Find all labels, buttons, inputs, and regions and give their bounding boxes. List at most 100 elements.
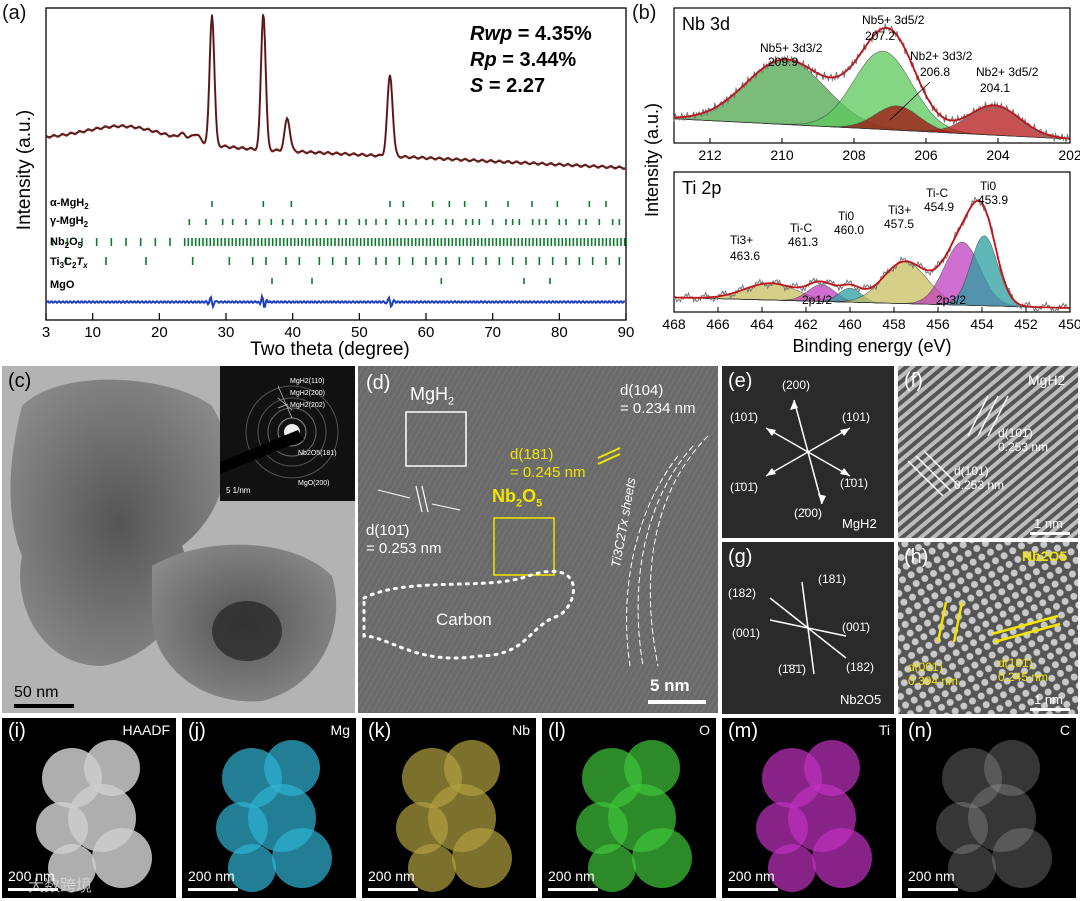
ti-peak-label-2: Ti-C (790, 221, 813, 235)
bragg-tick (517, 238, 520, 246)
bragg-tick (518, 219, 521, 225)
bragg-tick (398, 257, 401, 265)
xrd-observed-curve (45, 14, 626, 171)
bragg-tick (598, 219, 601, 225)
bragg-tick (558, 219, 561, 225)
bragg-tick (528, 238, 531, 246)
bragg-tick (286, 238, 289, 246)
ti-peak-value-5: 454.9 (924, 200, 954, 214)
s-value: = 2.27 (489, 75, 545, 97)
fft-g-spot-2: (182) (728, 586, 757, 600)
bragg-tick (605, 238, 608, 246)
bragg-tick (466, 238, 468, 246)
hrtem-mgh2-label: MgH2 (410, 384, 455, 408)
ti-peak-value-6: 453.9 (978, 193, 1008, 207)
xps-x-tick: 210 (770, 147, 794, 163)
phase-label-nb2o5: Nb2O5 (50, 236, 83, 250)
bragg-tick (305, 219, 307, 225)
tem-image: (c) 50 nm MgH2(110) MgH2(200) MgH2(202) … (2, 366, 355, 713)
bragg-tick (238, 238, 241, 246)
saed-ring-3: MgH2(202) (290, 402, 326, 409)
nb-peak-value-4: 204.1 (980, 81, 1010, 95)
bragg-tick (502, 238, 505, 246)
bragg-tick (601, 238, 604, 246)
xrd-x-tick: 10 (84, 324, 101, 341)
xrd-x-tick: 30 (218, 324, 235, 341)
bragg-tick (365, 219, 367, 225)
ifft-h-d1: d(001) (908, 660, 943, 674)
bragg-tick (337, 238, 340, 246)
bragg-tick (561, 238, 564, 246)
bragg-tick (268, 238, 270, 246)
ifft-f-d1: d(101̄) (998, 426, 1033, 440)
xrd-x-tick: 20 (151, 324, 168, 341)
bragg-tick (521, 238, 523, 246)
eds-element-label: Nb (512, 722, 530, 738)
ti-peak-value-1: 463.6 (730, 249, 760, 263)
bragg-tick (440, 238, 443, 246)
bragg-tick (291, 219, 294, 225)
bragg-tick (245, 219, 247, 225)
mgh2-region-box (405, 411, 467, 467)
bragg-tick (358, 257, 361, 265)
bragg-tick (235, 238, 237, 246)
xrd-difference-curve (45, 292, 626, 310)
bragg-tick (498, 257, 501, 265)
panel-label-d: (d) (366, 372, 391, 394)
bragg-tick (205, 238, 208, 246)
bragg-tick (396, 238, 399, 246)
bragg-tick (554, 238, 556, 246)
bragg-tick (221, 219, 224, 225)
bragg-tick (194, 238, 197, 246)
bragg-tick (297, 238, 300, 246)
nb-peak-label-1: Nb5+ 3d3/2 (760, 41, 823, 55)
xrd-chart: 3 10 20 30 40 50 60 70 80 90 Two theta (degree) I… (14, 7, 634, 360)
fft-e-spot-4: (1̄01̄) (730, 480, 759, 494)
bragg-tick (211, 201, 213, 207)
bragg-tick (315, 219, 317, 225)
bragg-tick (125, 238, 127, 246)
ifft-f-d2: d(101) (954, 464, 989, 478)
saed-scale-label: 5 1/nm (226, 486, 251, 495)
bragg-tick (330, 238, 333, 246)
bragg-tick (356, 238, 358, 246)
fft-e-phase: MgH2 (842, 516, 877, 531)
bragg-tick (187, 238, 190, 246)
bragg-tick (191, 238, 193, 246)
s-label: S (470, 75, 484, 97)
bragg-tick (623, 238, 626, 246)
hrtem-image: (d) MgH2 d(104) = 0.234 nm d(181) = 0.24… (358, 366, 718, 713)
nb3d-title: Nb 3d (682, 14, 730, 34)
panel-label-n: (n) (908, 720, 933, 742)
eds-map-c: (n) C 200 nm (902, 718, 1076, 898)
bragg-tick (231, 238, 234, 246)
bragg-tick (281, 219, 284, 225)
saed-ring-1: MgH2(110) (290, 378, 325, 385)
xrd-x-tick: 70 (484, 324, 501, 341)
eds-scale-label: 200 nm (908, 868, 955, 884)
fft-g-spot-5: (1̄8̄1̄) (778, 662, 807, 676)
fft-e-spot-1: (200) (782, 378, 811, 392)
bragg-tick (242, 238, 245, 246)
xps-x-tick: 202 (1058, 147, 1080, 163)
bragg-tick (556, 201, 559, 207)
fft-e-spot-3: (101) (842, 410, 871, 424)
xrd-x-axis-label: Two theta (degree) (250, 339, 409, 360)
bragg-tick (352, 238, 355, 246)
bragg-tick (499, 238, 501, 246)
bragg-tick (451, 238, 454, 246)
bragg-tick (110, 238, 113, 246)
bragg-tick (341, 238, 344, 246)
fft-g-spot-6: (182) (846, 660, 875, 674)
bragg-tick (385, 219, 387, 225)
xps-x-tick: 468 (662, 316, 686, 332)
bragg-tick (587, 238, 589, 246)
bragg-tick (260, 238, 263, 246)
panel-label-g: (g) (728, 546, 753, 568)
saed-inset: MgH2(110) MgH2(200) MgH2(202) Nb2O5(181)… (220, 366, 355, 501)
ifft-h-d2-value: 0.245 nm (998, 670, 1049, 684)
panel-label-l: (l) (548, 720, 566, 742)
saed-ring-2: MgH2(200) (290, 390, 326, 397)
ti2p-title: Ti 2p (682, 178, 721, 198)
xps-x-tick: 204 (986, 147, 1010, 163)
